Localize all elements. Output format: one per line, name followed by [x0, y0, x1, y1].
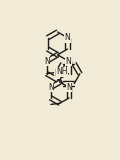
Text: N: N — [66, 57, 71, 66]
Text: N: N — [66, 83, 72, 92]
Text: N: N — [54, 69, 60, 78]
Text: N: N — [44, 57, 50, 66]
Text: N: N — [48, 83, 54, 92]
Text: NH: NH — [56, 67, 68, 76]
Text: N: N — [65, 33, 70, 42]
